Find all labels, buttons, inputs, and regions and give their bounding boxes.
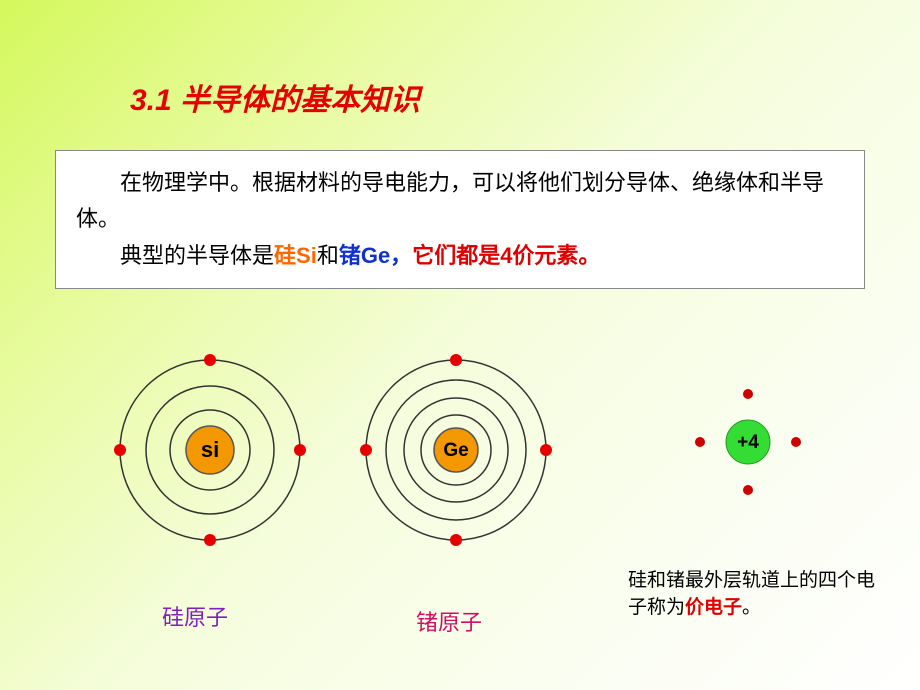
valence-term: 价电子 xyxy=(685,597,742,618)
si-text: 硅Si xyxy=(274,243,317,268)
para-line1: 在物理学中。根据材料的导电能力，可以将他们划分导体、绝缘体和半导体。 xyxy=(76,170,824,231)
si-nucleus-label: si xyxy=(201,437,219,462)
simplified-atom-diagram: +4 xyxy=(668,362,828,522)
ge-atom-diagram: Ge xyxy=(356,350,556,550)
para-line2-prefix: 典型的半导体是 xyxy=(120,243,274,268)
ge-caption: 锗原子 xyxy=(416,605,482,637)
slide-title: 3.1 半导体的基本知识 xyxy=(130,75,420,119)
ge-text: 锗Ge， xyxy=(339,243,412,268)
valence-description: 硅和锗最外层轨道上的四个电子称为价电子。 xyxy=(628,568,888,621)
ge-nucleus-label: Ge xyxy=(443,440,468,461)
suffix-text: 它们都是4价元素。 xyxy=(412,243,600,268)
si-atom-diagram: si xyxy=(110,350,310,550)
si-caption: 硅原子 xyxy=(162,600,228,632)
plus4-label: +4 xyxy=(737,432,759,453)
desc-part2: 。 xyxy=(742,597,761,618)
intro-textbox: 在物理学中。根据材料的导电能力，可以将他们划分导体、绝缘体和半导体。 典型的半导… xyxy=(55,150,865,289)
and-text: 和 xyxy=(317,243,339,268)
